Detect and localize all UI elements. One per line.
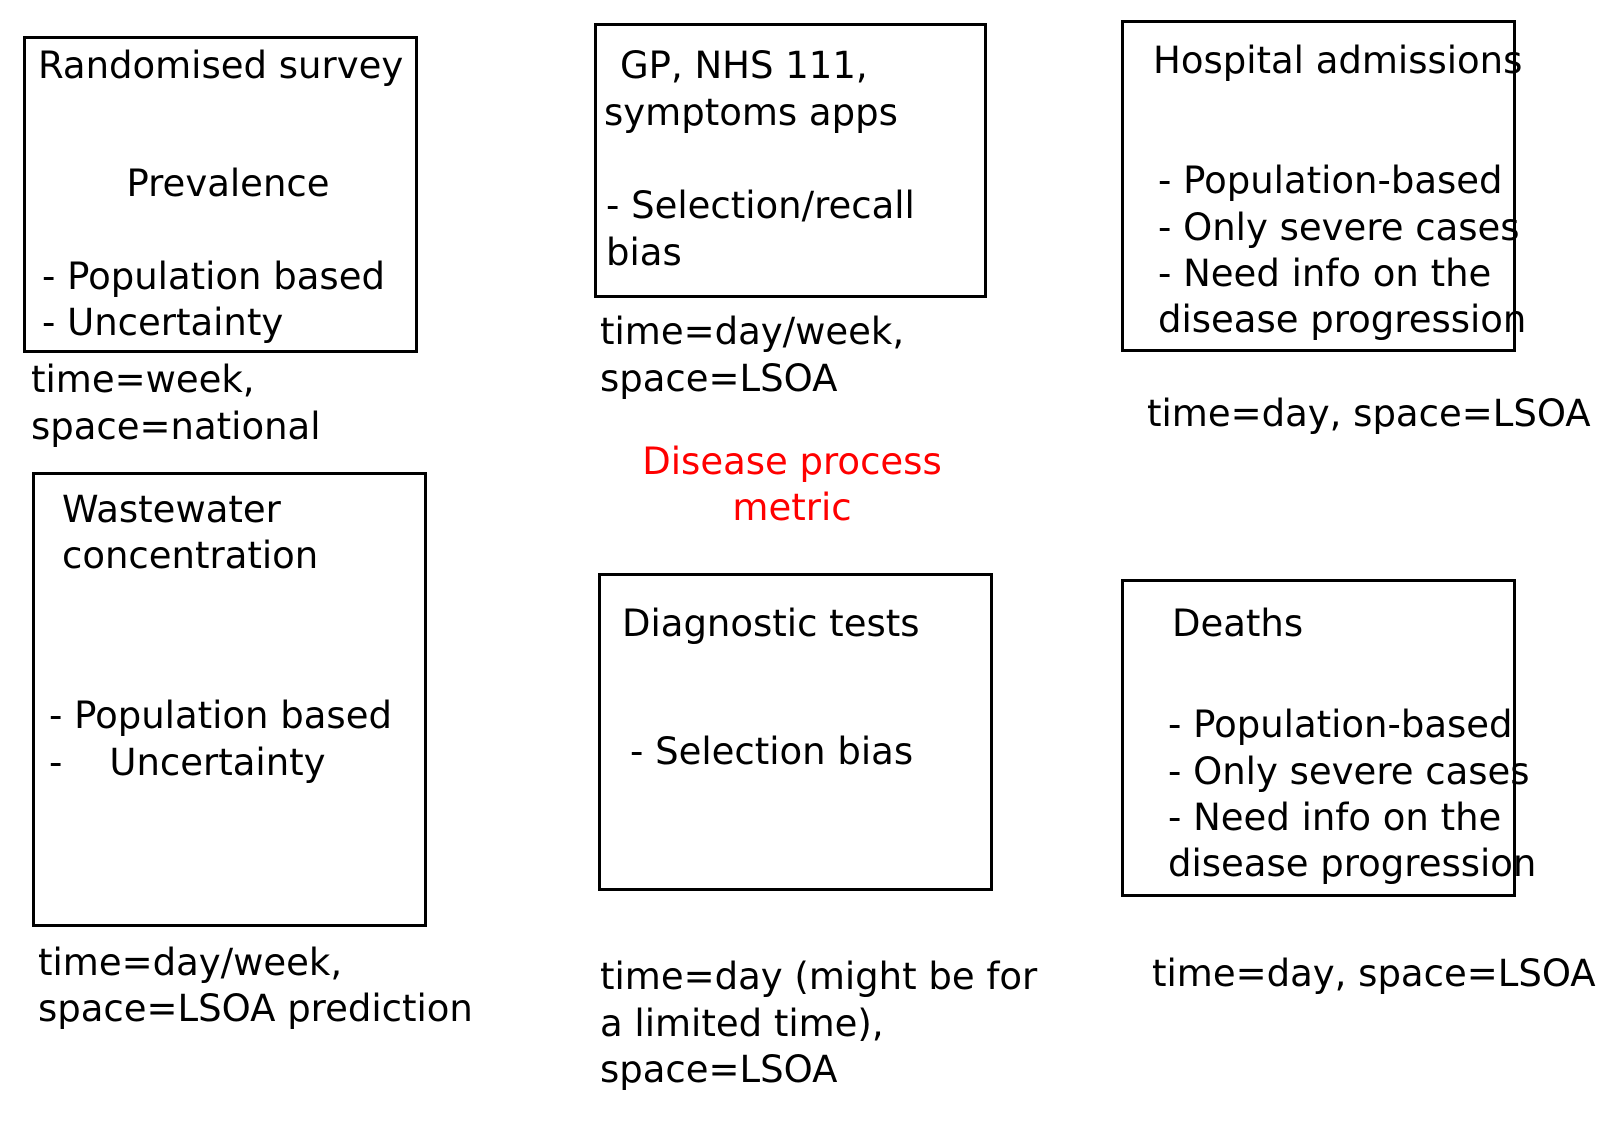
box-randomised-survey [23,36,418,353]
gp-title-2: symptoms apps [604,91,898,134]
gp-title-1: GP, NHS 111, [620,44,868,87]
box-deaths [1121,579,1516,897]
wastewater-title-1: Wastewater [62,488,281,531]
hospital-point-1: - Population-based [1158,159,1503,202]
survey-point-1: - Population based [42,255,385,298]
wastewater-caption-2: space=LSOA prediction [38,987,473,1030]
survey-subtitle: Prevalence [126,162,330,205]
hospital-point-2: - Only severe cases [1158,206,1520,249]
diagnostic-caption-3: space=LSOA [600,1048,838,1091]
gp-point-2: bias [606,231,682,274]
wastewater-caption-1: time=day/week, [38,941,343,984]
box-hospital-admissions [1121,20,1516,352]
hospital-caption: time=day, space=LSOA [1147,392,1591,435]
deaths-point-1: - Population-based [1168,703,1513,746]
wastewater-point-1: - Population based [49,694,392,737]
deaths-point-3: - Need info on the [1168,796,1502,839]
center-label-line-1: Disease process [642,440,942,483]
survey-point-2: - Uncertainty [42,301,284,344]
gp-caption-2: space=LSOA [600,357,838,400]
wastewater-title-2: concentration [62,534,319,577]
gp-point-1: - Selection/recall [606,184,915,227]
box-diagnostic-tests [598,573,993,891]
center-label-line-2: metric [732,486,852,529]
diagnostic-point-1: - Selection bias [630,730,914,773]
deaths-point-4: disease progression [1168,842,1537,885]
survey-title: Randomised survey [38,44,404,87]
wastewater-point-2: - Uncertainty [49,741,326,784]
diagnostic-caption-1: time=day (might be for [600,955,1038,998]
survey-caption-2: space=national [31,405,321,448]
box-wastewater [32,472,427,927]
hospital-title: Hospital admissions [1153,39,1523,82]
hospital-point-4: disease progression [1158,298,1527,341]
survey-caption-1: time=week, [31,358,255,401]
deaths-point-2: - Only severe cases [1168,750,1530,793]
diagnostic-caption-2: a limited time), [600,1002,884,1045]
deaths-title: Deaths [1172,602,1304,645]
gp-caption-1: time=day/week, [600,310,905,353]
diagnostic-title: Diagnostic tests [622,602,920,645]
hospital-point-3: - Need info on the [1158,252,1492,295]
box-gp-nhs111 [594,23,987,298]
deaths-caption: time=day, space=LSOA [1152,952,1596,995]
